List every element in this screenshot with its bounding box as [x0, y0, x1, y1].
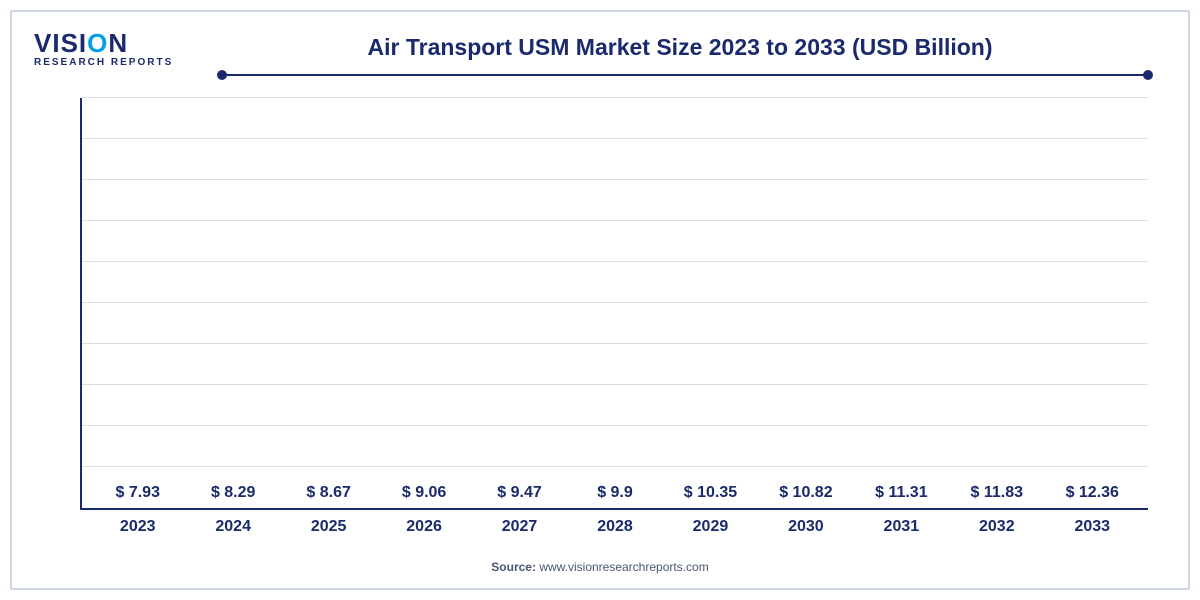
bar-value-label: $ 9.47	[497, 484, 541, 502]
source-url: www.visionresearchreports.com	[539, 560, 708, 574]
bar-slot: $ 9.472027	[472, 484, 567, 508]
source-label: Source:	[491, 560, 536, 574]
title-divider	[222, 74, 1148, 76]
x-axis-label: 2024	[215, 518, 251, 536]
bar-value-label: $ 8.29	[211, 484, 255, 502]
chart-container: VISION RESEARCH REPORTS Air Transport US…	[10, 10, 1190, 590]
bar-value-label: $ 9.06	[402, 484, 446, 502]
bar-slot: $ 12.362033	[1045, 484, 1140, 508]
x-axis-label: 2029	[693, 518, 729, 536]
x-axis-label: 2026	[406, 518, 442, 536]
x-axis-label: 2031	[884, 518, 920, 536]
bar-value-label: $ 9.9	[597, 484, 633, 502]
chart-title: Air Transport USM Market Size 2023 to 20…	[12, 34, 1188, 61]
source-attribution: Source: www.visionresearchreports.com	[12, 560, 1188, 574]
bar-slot: $ 11.832032	[949, 484, 1044, 508]
plot-area: $ 7.932023$ 8.292024$ 8.672025$ 9.062026…	[80, 98, 1148, 510]
bar-slot: $ 7.932023	[90, 484, 185, 508]
bars-group: $ 7.932023$ 8.292024$ 8.672025$ 9.062026…	[82, 98, 1148, 508]
bar-value-label: $ 8.67	[306, 484, 350, 502]
x-axis-label: 2033	[1074, 518, 1110, 536]
bar-value-label: $ 7.93	[115, 484, 159, 502]
x-axis-label: 2032	[979, 518, 1015, 536]
bar-slot: $ 8.672025	[281, 484, 376, 508]
x-axis-label: 2030	[788, 518, 824, 536]
bar-value-label: $ 12.36	[1066, 484, 1119, 502]
x-axis-label: 2028	[597, 518, 633, 536]
bar-slot: $ 10.822030	[758, 484, 853, 508]
bar-slot: $ 9.062026	[376, 484, 471, 508]
bar-value-label: $ 10.35	[684, 484, 737, 502]
bar-slot: $ 9.92028	[567, 484, 662, 508]
bar-value-label: $ 11.83	[971, 484, 1024, 502]
x-axis-label: 2025	[311, 518, 347, 536]
x-axis-label: 2023	[120, 518, 156, 536]
bar-slot: $ 11.312031	[854, 484, 949, 508]
bar-slot: $ 10.352029	[663, 484, 758, 508]
bar-slot: $ 8.292024	[185, 484, 280, 508]
bar-value-label: $ 11.31	[875, 484, 928, 502]
x-axis-label: 2027	[502, 518, 538, 536]
bar-value-label: $ 10.82	[779, 484, 832, 502]
chart-area: $ 7.932023$ 8.292024$ 8.672025$ 9.062026…	[80, 98, 1148, 510]
